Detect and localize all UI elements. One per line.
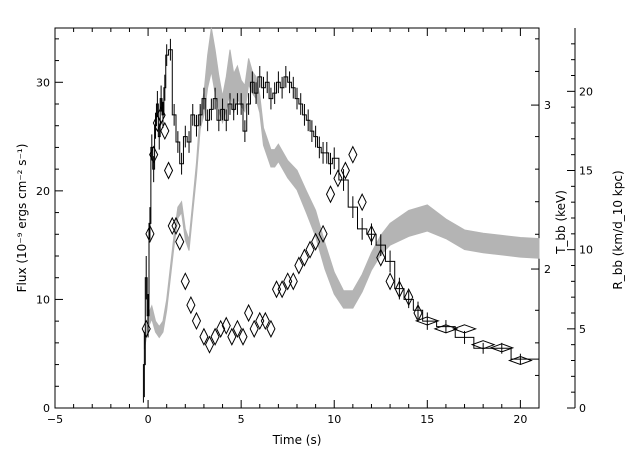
- rbb-diamond: [232, 319, 242, 338]
- right-outer-tick-label: 15: [579, 165, 593, 178]
- rbb-diamond: [156, 105, 166, 125]
- rbb-diamond: [305, 240, 315, 259]
- rbb-diamond: [340, 161, 350, 180]
- rbb-diamond: [244, 303, 254, 323]
- plot-frame: [54, 27, 540, 409]
- right-outer-axis-title: R_bb (km/d_10 kpc): [611, 170, 625, 289]
- x-tick-label: 15: [420, 413, 434, 426]
- flux-histogram-layer: [142, 38, 539, 403]
- rbb-diamond: [171, 216, 181, 236]
- rbb-diamond: [145, 224, 155, 243]
- rbb-diamond: [333, 169, 343, 188]
- rbb-diamond: [221, 316, 231, 335]
- right-inner-tick-label: 3: [544, 99, 551, 112]
- rbb-diamond: [271, 280, 282, 299]
- rbb-diamond: [175, 232, 185, 251]
- right-inner-tick-label: 2: [544, 263, 551, 276]
- rbb-diamond: [180, 272, 190, 291]
- rbb-diamond: [325, 185, 336, 204]
- rbb-diamond: [452, 324, 478, 334]
- rbb-diamond: [404, 288, 414, 307]
- left-tick-label: 30: [36, 76, 50, 89]
- left-axis-title: Flux (10⁻⁹ ergs cm⁻² s⁻¹): [15, 144, 29, 293]
- flux-histogram-line: [142, 49, 539, 403]
- right-outer-tick-label: 5: [579, 323, 586, 336]
- rbb-diamond: [311, 232, 321, 251]
- right-outer-tick-label: 10: [579, 244, 593, 257]
- tbb-band: [143, 27, 540, 350]
- rbb-diamond: [249, 319, 259, 338]
- rbb-diamond: [186, 295, 196, 315]
- rbb-diamond: [277, 280, 287, 299]
- left-tick-label: 0: [43, 402, 50, 415]
- rbb-diamond: [204, 335, 215, 354]
- rbb-diamond: [163, 161, 174, 180]
- rbb-diamond: [141, 319, 151, 338]
- rbb-diamond: [385, 272, 395, 291]
- rbb-diamond: [433, 324, 459, 334]
- left-tick-label: 20: [36, 185, 50, 198]
- rbb-diamond: [376, 248, 386, 267]
- rbb-diamond: [227, 327, 237, 346]
- rbb-diamond: [149, 145, 159, 164]
- rbb-diamond: [160, 121, 170, 141]
- x-tick-label: 20: [513, 413, 527, 426]
- rbb-diamond: [357, 193, 367, 212]
- gray-band-layer: [143, 27, 540, 350]
- rbb-diamond: [260, 311, 270, 331]
- rbb-diamond: [414, 316, 440, 326]
- x-tick-label: 5: [238, 413, 245, 426]
- rbb-diamond: [216, 319, 226, 338]
- rbb-diamond: [266, 319, 276, 338]
- rbb-diamond: [318, 224, 328, 243]
- rbb-diamond: [299, 248, 310, 267]
- x-axis-title: Time (s): [272, 433, 322, 447]
- x-tick-label: 10: [327, 413, 341, 426]
- rbb-diamond: [366, 224, 377, 243]
- x-tick-label: 0: [145, 413, 152, 426]
- rbb-diamond: [394, 280, 404, 299]
- x-tick-label: −5: [47, 413, 63, 426]
- rbb-diamond: [199, 327, 209, 346]
- right-inner-axis-title: T_bb (keV): [554, 190, 568, 255]
- rbb-diamond: [167, 216, 177, 236]
- rbb-diamond: [507, 355, 533, 366]
- axes-layer: [54, 28, 576, 409]
- rbb-diamond: [413, 303, 423, 323]
- rbb-diamond: [294, 256, 304, 275]
- left-tick-label: 10: [36, 293, 50, 306]
- rbb-diamond-layer: [141, 105, 533, 366]
- rbb-diamond: [470, 340, 496, 350]
- right-outer-tick-label: 20: [579, 85, 593, 98]
- rbb-diamond: [191, 311, 202, 331]
- right-outer-tick-label: 0: [579, 402, 586, 415]
- rbb-diamond: [288, 272, 298, 291]
- rbb-diamond: [210, 327, 220, 346]
- rbb-diamond: [238, 327, 248, 346]
- rbb-diamond: [348, 145, 358, 164]
- rbb-diamond: [489, 343, 515, 353]
